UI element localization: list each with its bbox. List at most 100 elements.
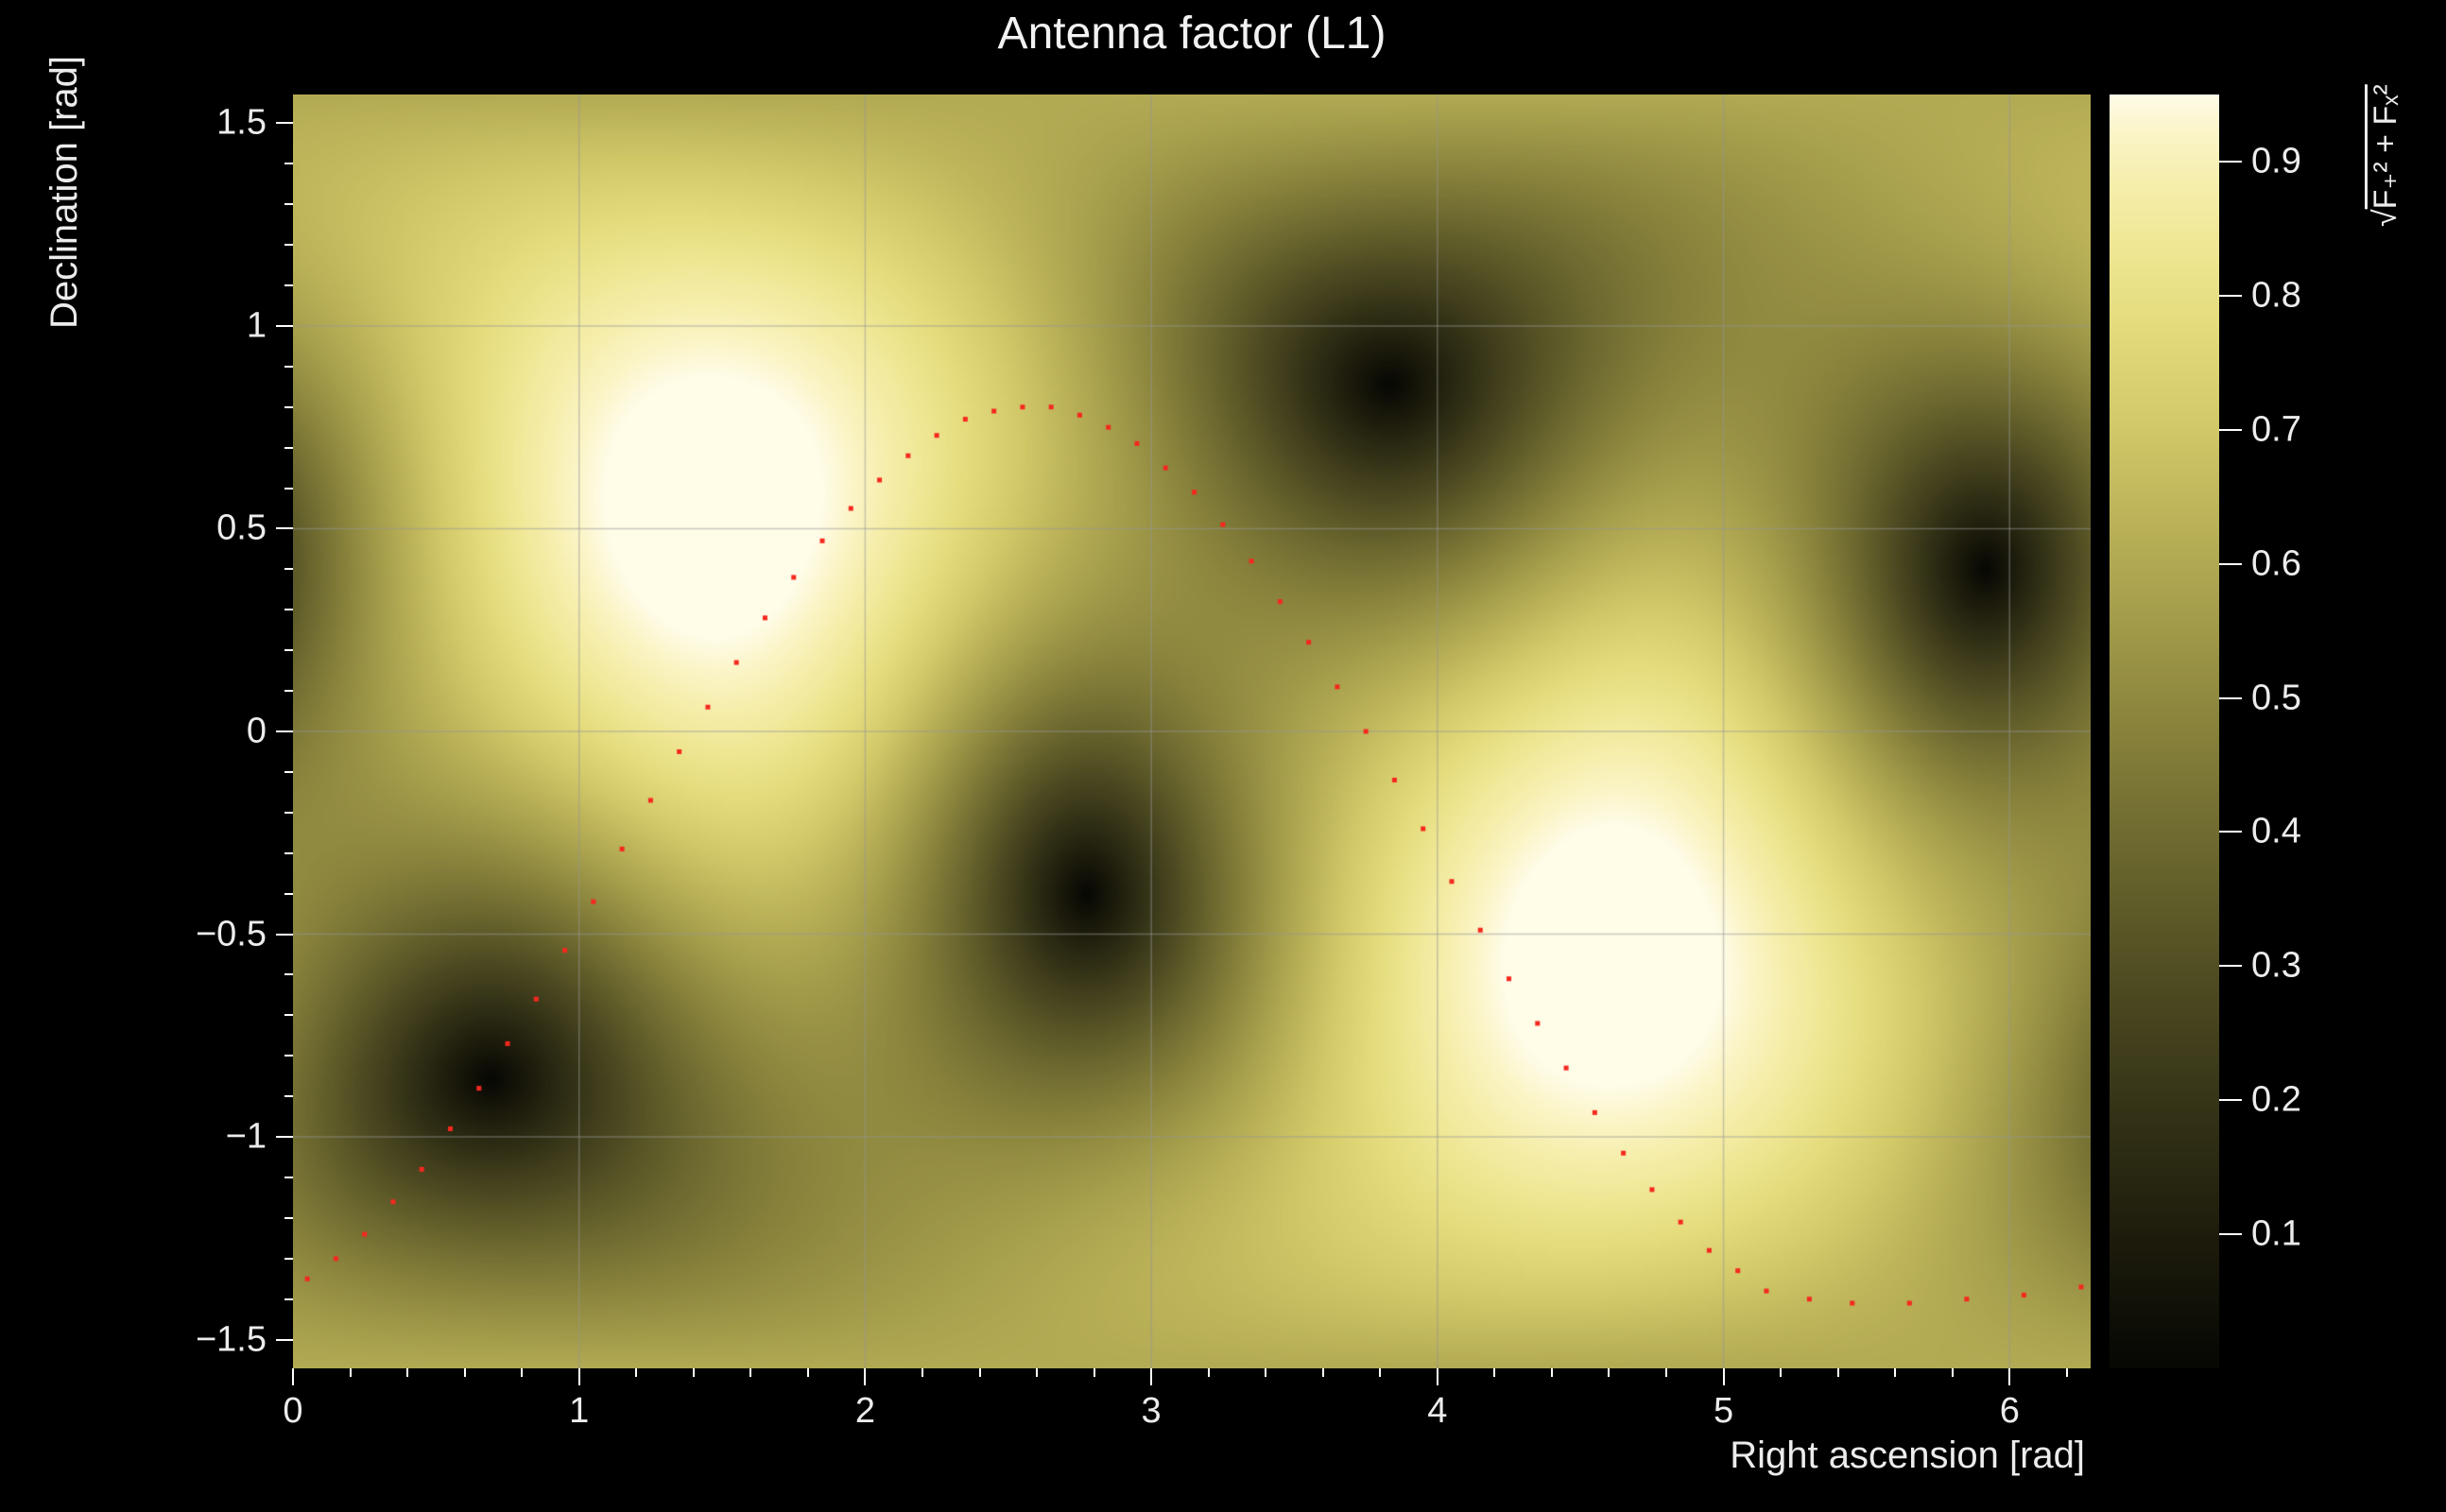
x-axis-minor-tick: [1093, 1368, 1095, 1377]
x-axis-minor-tick: [806, 1368, 809, 1377]
colorbar-canvas: [2110, 94, 2219, 1368]
y-axis-minor-tick: [284, 1055, 293, 1057]
y-axis-minor-tick: [284, 649, 293, 652]
x-axis-minor-tick: [406, 1368, 409, 1377]
colorbar-title: √F₊² + Fₓ²: [2367, 84, 2404, 227]
y-axis-minor-tick: [284, 446, 293, 449]
y-axis-minor-tick: [284, 365, 293, 368]
colorbar-title-radicand: F₊² + Fₓ²: [2368, 84, 2403, 210]
y-tick-label: −1: [225, 1116, 267, 1157]
y-axis-minor-tick: [284, 1297, 293, 1300]
radical-sign-icon: √: [2368, 209, 2403, 227]
x-axis-minor-tick: [1951, 1368, 1954, 1377]
y-axis-minor-tick: [284, 1095, 293, 1098]
x-axis-major-tick: [1150, 1368, 1153, 1385]
x-axis-minor-tick: [1265, 1368, 1267, 1377]
x-axis-major-tick: [2008, 1368, 2011, 1385]
colorbar-tick-label: 0.4: [2251, 811, 2301, 851]
y-axis-major-tick: [276, 1136, 293, 1139]
y-axis-major-tick: [276, 122, 293, 125]
y-axis-minor-tick: [284, 405, 293, 408]
x-tick-label: 4: [1427, 1391, 1448, 1431]
x-axis-major-tick: [1722, 1368, 1725, 1385]
y-axis-minor-tick: [284, 770, 293, 773]
colorbar-tick: [2219, 562, 2242, 565]
colorbar-tick: [2219, 428, 2242, 431]
y-axis-title: Declination [rad]: [43, 55, 85, 329]
x-axis-minor-tick: [635, 1368, 638, 1377]
colorbar-tick-label: 0.7: [2251, 409, 2301, 450]
y-tick-label: −1.5: [195, 1319, 267, 1360]
x-axis-minor-tick: [521, 1368, 524, 1377]
y-axis-minor-tick: [284, 1014, 293, 1017]
colorbar-tick-label: 0.8: [2251, 275, 2301, 316]
y-axis-minor-tick: [284, 487, 293, 490]
y-axis-minor-tick: [284, 1216, 293, 1219]
x-axis-major-tick: [292, 1368, 294, 1385]
y-axis-minor-tick: [284, 568, 293, 571]
x-tick-label: 2: [854, 1391, 875, 1431]
y-axis-minor-tick: [284, 203, 293, 206]
colorbar-tick-label: 0.2: [2251, 1079, 2301, 1120]
x-axis-minor-tick: [1894, 1368, 1897, 1377]
y-tick-label: 0.5: [216, 507, 267, 548]
y-tick-label: 0: [246, 711, 267, 751]
y-axis-minor-tick: [284, 609, 293, 611]
colorbar-tick: [2219, 1233, 2242, 1236]
x-axis-minor-tick: [1780, 1368, 1783, 1377]
x-axis-minor-tick: [978, 1368, 981, 1377]
chart-title: Antenna factor (L1): [997, 9, 1387, 59]
y-axis-major-tick: [276, 527, 293, 530]
x-axis-minor-tick: [692, 1368, 695, 1377]
y-axis-minor-tick: [284, 851, 293, 854]
colorbar-tick: [2219, 965, 2242, 968]
y-tick-label: 1.5: [216, 102, 267, 143]
y-axis-major-tick: [276, 730, 293, 732]
colorbar-tick-label: 0.6: [2251, 543, 2301, 584]
x-tick-label: 0: [283, 1391, 303, 1431]
x-axis-minor-tick: [921, 1368, 923, 1377]
x-axis-minor-tick: [1665, 1368, 1668, 1377]
colorbar-tick-label: 0.1: [2251, 1213, 2301, 1254]
x-axis-major-tick: [864, 1368, 867, 1385]
x-axis-major-tick: [1436, 1368, 1438, 1385]
x-axis-minor-tick: [2065, 1368, 2068, 1377]
x-axis-minor-tick: [1608, 1368, 1611, 1377]
x-tick-label: 3: [1141, 1391, 1162, 1431]
y-tick-label: −0.5: [195, 914, 267, 954]
x-axis-title: Right ascension [rad]: [1730, 1435, 2085, 1476]
x-axis-minor-tick: [349, 1368, 352, 1377]
colorbar-tick-label: 0.3: [2251, 945, 2301, 986]
y-axis-minor-tick: [284, 811, 293, 814]
y-axis-major-tick: [276, 324, 293, 327]
x-axis-major-tick: [577, 1368, 580, 1385]
x-axis-minor-tick: [1207, 1368, 1210, 1377]
y-tick-label: 1: [246, 305, 267, 346]
y-axis-minor-tick: [284, 690, 293, 693]
x-tick-label: 5: [1713, 1391, 1734, 1431]
colorbar-tick: [2219, 160, 2242, 163]
x-axis-minor-tick: [1036, 1368, 1039, 1377]
y-axis-minor-tick: [284, 244, 293, 247]
y-axis-minor-tick: [284, 284, 293, 286]
colorbar-tick: [2219, 294, 2242, 297]
y-axis-minor-tick: [284, 1257, 293, 1260]
colorbar-tick: [2219, 831, 2242, 833]
x-axis-minor-tick: [1379, 1368, 1382, 1377]
y-axis-minor-tick: [284, 1176, 293, 1178]
y-axis-minor-tick: [284, 973, 293, 976]
colorbar-tick: [2219, 696, 2242, 699]
y-axis-minor-tick: [284, 892, 293, 895]
x-axis-minor-tick: [1493, 1368, 1496, 1377]
x-axis-minor-tick: [1550, 1368, 1553, 1377]
y-axis-major-tick: [276, 1338, 293, 1341]
colorbar-tick: [2219, 1099, 2242, 1102]
colorbar-tick-label: 0.5: [2251, 678, 2301, 718]
grid-and-track-overlay-canvas: [293, 94, 2091, 1368]
colorbar-tick-label: 0.9: [2251, 141, 2301, 181]
x-axis-minor-tick: [749, 1368, 752, 1377]
x-tick-label: 6: [1999, 1391, 2020, 1431]
x-axis-minor-tick: [1321, 1368, 1324, 1377]
x-tick-label: 1: [569, 1391, 590, 1431]
